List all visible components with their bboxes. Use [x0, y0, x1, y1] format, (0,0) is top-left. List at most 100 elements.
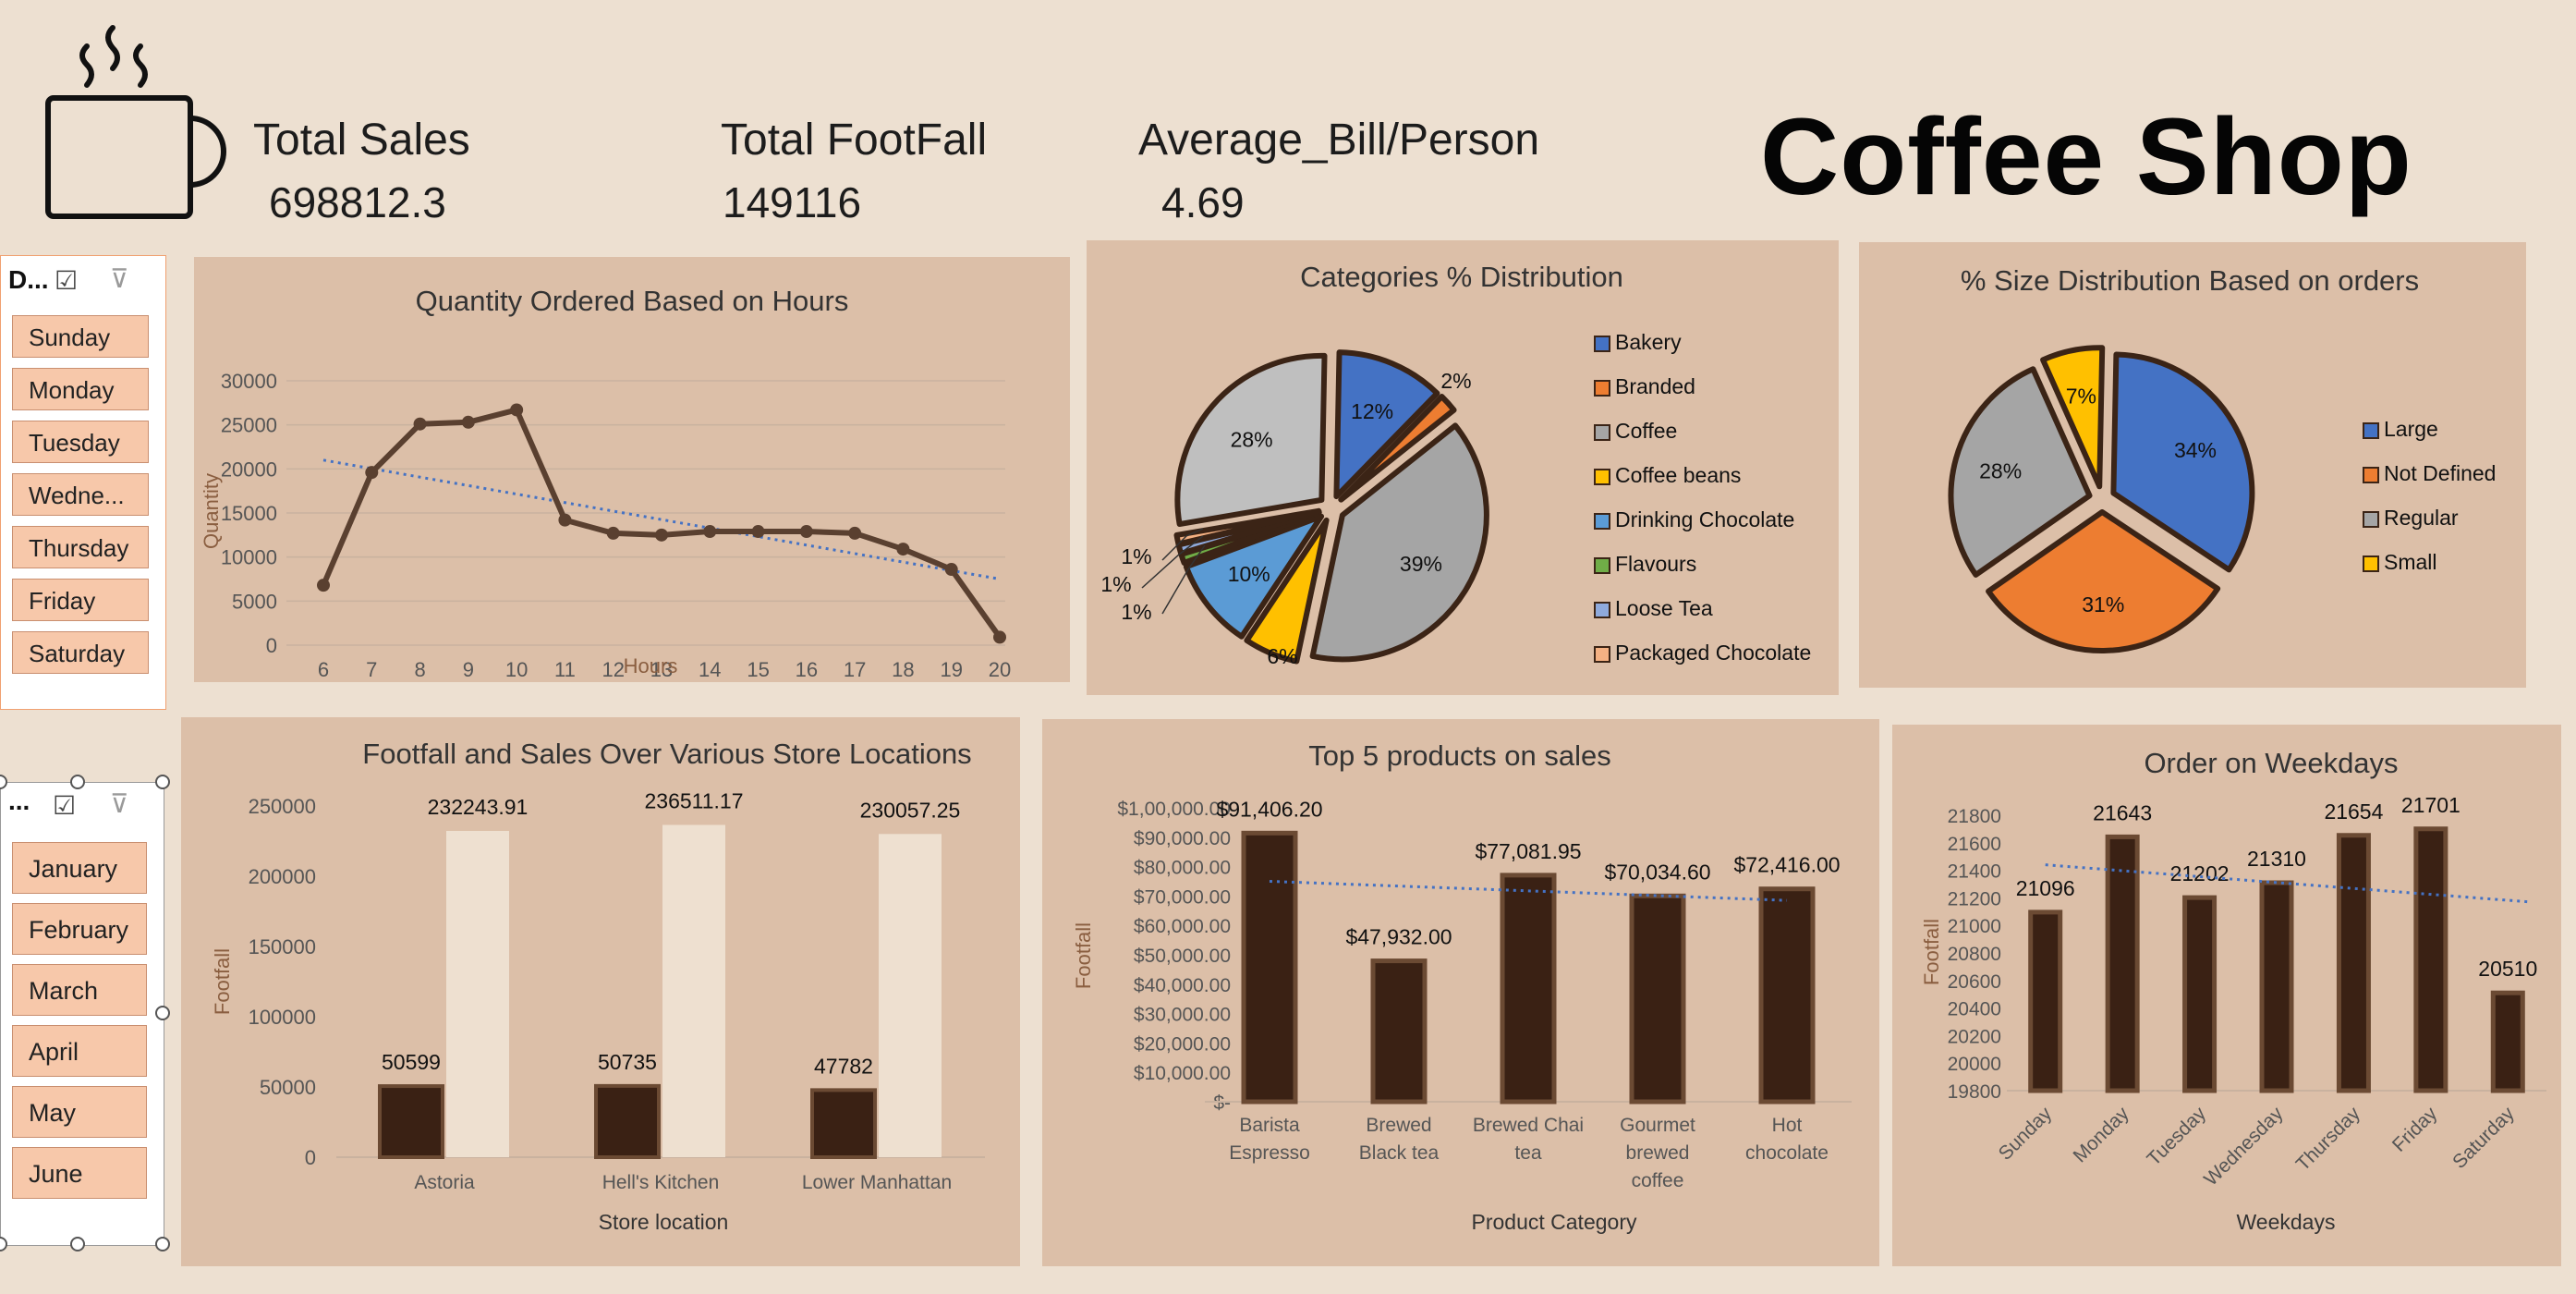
- data-point: [751, 525, 765, 539]
- data-label: 31%: [2082, 592, 2124, 616]
- day-slicer-item[interactable]: Tuesday: [12, 421, 149, 463]
- clear-filter-icon[interactable]: ⊽: [110, 789, 129, 818]
- day-slicer-item[interactable]: Thursday: [12, 526, 149, 568]
- leader-line: [1161, 528, 1204, 561]
- y-axis-label: Footfall: [1072, 922, 1095, 989]
- data-label: $72,416.00: [1733, 853, 1840, 877]
- legend-label: Small: [2384, 550, 2437, 574]
- x-tick-label: 19: [940, 658, 962, 681]
- resize-handle[interactable]: [155, 1237, 170, 1251]
- chart-title: Footfall and Sales Over Various Store Lo…: [362, 738, 971, 770]
- categories-pie-chart: Categories % Distribution 12% 2% 39% 6% 10% 1%…: [1087, 240, 1839, 695]
- y-tick-label: 20600: [1948, 971, 2001, 993]
- legend-label: Coffee: [1615, 419, 1677, 443]
- multi-select-icon[interactable]: ☑: [55, 266, 79, 295]
- trendline: [1269, 880, 1788, 902]
- pie-slice: [1333, 349, 1440, 500]
- chart-title: Order on Weekdays: [2144, 747, 2398, 779]
- leader-line: [1141, 535, 1204, 589]
- day-slicer[interactable]: D... ☑ ⊽ Sunday Monday Tuesday Wedne... …: [0, 255, 166, 710]
- data-label: 6%: [1267, 644, 1297, 668]
- x-tick-label: Brewed Chai: [1473, 1115, 1584, 1136]
- legend-swatch: [1594, 380, 1610, 397]
- legend-label: Drinking Chocolate: [1615, 507, 1794, 531]
- resize-handle[interactable]: [70, 775, 85, 789]
- legend-label: Flavours: [1615, 552, 1696, 576]
- y-axis-label: Footfall: [1920, 919, 1943, 985]
- y-tick-label: $20,000.00: [1134, 1033, 1231, 1055]
- x-tick-label: Gourmet: [1620, 1115, 1695, 1136]
- x-tick-label: 18: [892, 658, 914, 681]
- data-label: 50735: [598, 1050, 657, 1074]
- month-slicer-item[interactable]: February: [12, 903, 147, 955]
- legend-label: Packaged Chocolate: [1615, 641, 1811, 665]
- size-pie-chart: % Size Distribution Based on orders 34% 31…: [1859, 242, 2526, 688]
- month-slicer-item[interactable]: March: [12, 964, 147, 1016]
- x-tick-label: 9: [463, 658, 474, 681]
- y-tick-label: 20000: [1948, 1054, 2001, 1075]
- bar: [2336, 833, 2371, 1093]
- day-slicer-item[interactable]: Monday: [12, 368, 149, 410]
- day-slicer-item[interactable]: Saturday: [12, 631, 149, 674]
- data-label: 47782: [814, 1054, 873, 1078]
- data-label: 232243.91: [428, 795, 529, 819]
- x-tick-label: coffee: [1632, 1170, 1684, 1191]
- x-tick-label: Tuesday: [2143, 1103, 2210, 1170]
- y-tick-label: 21400: [1948, 861, 2001, 883]
- x-tick-label: Hell's Kitchen: [602, 1172, 720, 1193]
- month-slicer-item[interactable]: June: [12, 1147, 147, 1199]
- x-tick-label: brewed: [1626, 1142, 1690, 1164]
- legend-swatch: [2363, 511, 2379, 528]
- data-point: [799, 525, 813, 539]
- weekday-bar-chart: Order on Weekdays 19800 20000 20200 20400 206…: [1892, 725, 2561, 1266]
- data-point: [558, 513, 572, 527]
- month-slicer-item[interactable]: April: [12, 1025, 147, 1077]
- data-point: [703, 525, 717, 539]
- multi-select-icon[interactable]: ☑: [53, 791, 77, 820]
- bar: [810, 1088, 877, 1160]
- data-label: 21310: [2247, 847, 2306, 871]
- day-slicer-item[interactable]: Wedne...: [12, 473, 149, 516]
- x-tick-label: Black tea: [1359, 1142, 1440, 1164]
- y-tick-label: 30000: [221, 370, 277, 393]
- x-tick-label: 8: [414, 658, 425, 681]
- y-tick-label: $30,000.00: [1134, 1005, 1231, 1026]
- data-label: 1%: [1100, 572, 1131, 596]
- day-slicer-item[interactable]: Friday: [12, 579, 149, 621]
- resize-handle[interactable]: [155, 775, 170, 789]
- data-label: 34%: [2174, 438, 2217, 462]
- bar: [1370, 958, 1428, 1105]
- clear-filter-icon[interactable]: ⊽: [110, 264, 129, 293]
- month-slicer[interactable]: ... ☑ ⊽ January February March April May…: [0, 782, 164, 1246]
- y-tick-label: 20200: [1948, 1026, 2001, 1047]
- resize-handle[interactable]: [155, 1006, 170, 1020]
- pie-slice: [1338, 394, 1457, 503]
- x-tick-label: 17: [844, 658, 866, 681]
- x-tick-label: 11: [554, 658, 576, 681]
- data-label: $77,081.95: [1475, 839, 1581, 863]
- y-tick-label: 20000: [221, 458, 277, 481]
- month-slicer-item[interactable]: January: [12, 842, 147, 894]
- kpi-total-footfall-value: 149116: [723, 178, 862, 226]
- x-tick-label: 16: [796, 658, 818, 681]
- day-slicer-item[interactable]: Sunday: [12, 315, 149, 358]
- data-label: 28%: [1231, 428, 1273, 452]
- x-tick-label: 13: [650, 658, 673, 681]
- legend-swatch: [2363, 467, 2379, 483]
- legend-label: Coffee beans: [1615, 463, 1741, 487]
- y-tick-label: $40,000.00: [1134, 975, 1231, 996]
- data-point: [944, 563, 958, 577]
- y-tick-label: 10000: [221, 546, 277, 569]
- x-tick-label: Saturday: [2448, 1103, 2519, 1173]
- resize-handle[interactable]: [70, 1237, 85, 1251]
- data-point: [606, 526, 620, 540]
- y-tick-label: 250000: [249, 795, 316, 818]
- x-axis-label: Weekdays: [2237, 1210, 2336, 1234]
- pie-slice: [1309, 422, 1489, 663]
- y-tick-label: $80,000.00: [1134, 858, 1231, 879]
- legend-swatch: [1594, 646, 1610, 663]
- month-slicer-item[interactable]: May: [12, 1086, 147, 1138]
- trendline: [322, 458, 1001, 580]
- x-tick-label: Brewed: [1366, 1115, 1431, 1136]
- data-label: 1%: [1121, 544, 1151, 568]
